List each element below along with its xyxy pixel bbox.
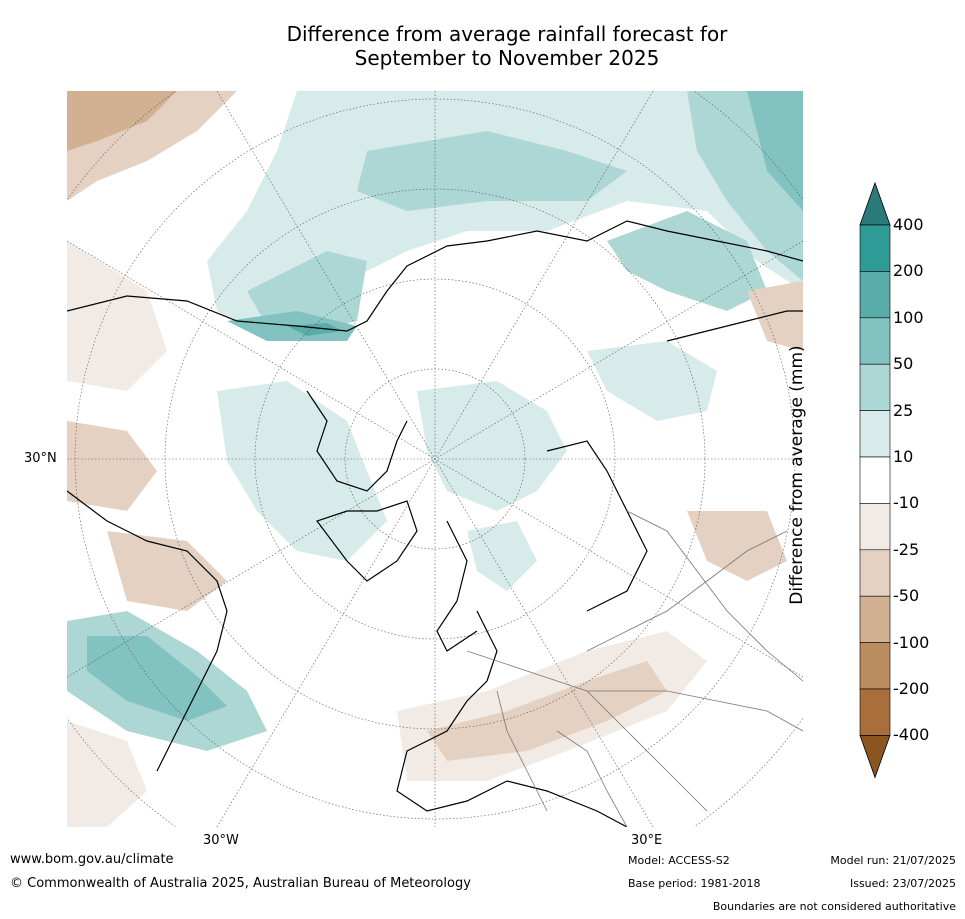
colorbar-tick-label: -100 bbox=[893, 632, 930, 652]
colorbar-segment bbox=[859, 224, 891, 272]
lat-label-30n: 30°N bbox=[24, 451, 57, 466]
colorbar-segment bbox=[859, 503, 891, 551]
title-line-2: September to November 2025 bbox=[354, 46, 660, 70]
disclaimer-text: Boundaries are not considered authoritat… bbox=[712, 900, 956, 913]
colorbar-label: Difference from average (mm) bbox=[787, 345, 807, 605]
colorbar-segment bbox=[859, 271, 891, 319]
colorbar-tick-label: -200 bbox=[893, 679, 930, 698]
website-text: www.bom.gov.au/climate bbox=[10, 852, 174, 867]
colorbar-tick-label: 25 bbox=[893, 400, 914, 420]
colorbar-tick-label: 200 bbox=[893, 261, 924, 281]
colorbar bbox=[859, 181, 891, 779]
map-svg bbox=[67, 91, 803, 827]
colorbar-tick-label: -25 bbox=[893, 539, 920, 559]
colorbar-segment bbox=[859, 642, 891, 690]
issued-text: Issued: 23/07/2025 bbox=[849, 877, 956, 890]
base-period-text: Base period: 1981-2018 bbox=[628, 877, 761, 890]
colorbar-segment bbox=[859, 317, 891, 365]
colorbar-extend-top bbox=[859, 181, 891, 226]
rainfall-anomaly-map bbox=[67, 91, 803, 827]
colorbar-segment bbox=[859, 688, 891, 736]
dry-anomaly-regions bbox=[67, 91, 803, 827]
colorbar-tick-label: -50 bbox=[893, 586, 920, 606]
colorbar-tick-label: -400 bbox=[893, 725, 930, 745]
colorbar-segment bbox=[859, 363, 891, 411]
country-borders bbox=[466, 510, 803, 827]
graticule bbox=[67, 91, 803, 827]
colorbar-tick-label: 400 bbox=[893, 215, 924, 234]
coastlines bbox=[67, 220, 803, 827]
colorbar-tick-label: -10 bbox=[893, 493, 920, 513]
model-run-text: Model run: 21/07/2025 bbox=[830, 854, 956, 867]
colorbar-tick-label: 10 bbox=[893, 447, 914, 466]
lon-label-30e: 30°E bbox=[631, 833, 663, 848]
lon-label-30w: 30°W bbox=[203, 833, 239, 848]
colorbar-tick-label: 50 bbox=[893, 354, 914, 374]
colorbar-segment bbox=[859, 410, 891, 458]
colorbar-segment bbox=[859, 595, 891, 643]
map-title: Difference from average rainfall forecas… bbox=[67, 22, 947, 70]
wet-anomaly-regions bbox=[67, 91, 803, 751]
colorbar-segment bbox=[859, 456, 891, 504]
model-text: Model: ACCESS-S2 bbox=[628, 854, 730, 867]
copyright-text: © Commonwealth of Australia 2025, Austra… bbox=[10, 876, 471, 891]
colorbar-tick-label: 100 bbox=[893, 307, 924, 327]
colorbar-extend-bottom bbox=[859, 735, 891, 779]
colorbar-segment bbox=[859, 549, 891, 597]
title-line-1: Difference from average rainfall forecas… bbox=[286, 22, 728, 46]
